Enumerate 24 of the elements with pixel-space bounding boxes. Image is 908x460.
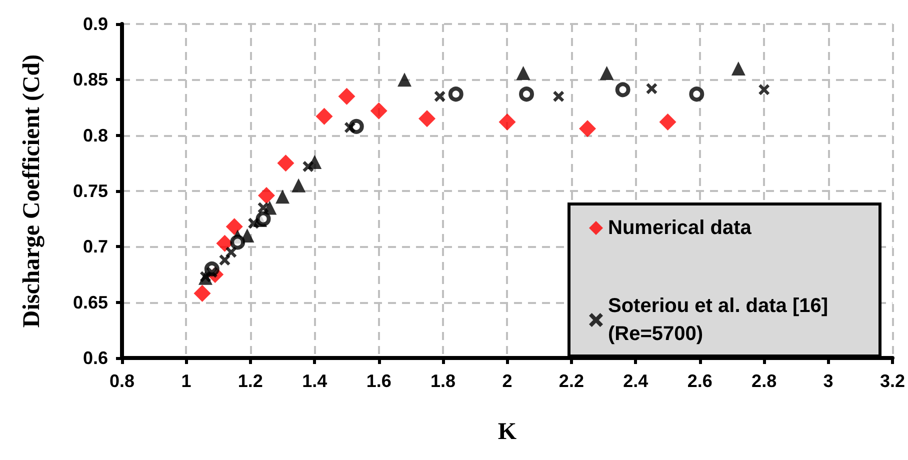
x-tick-label: 1.2: [238, 371, 263, 391]
x-tick-label: 1: [181, 371, 192, 391]
y-tick-label: 0.8: [82, 125, 108, 146]
y-tick-label: 0.9: [82, 14, 108, 34]
x-tick-label: 2.8: [752, 371, 777, 391]
y-axis-title: Discharge Coefficient (Cd): [19, 54, 45, 328]
x-tick-label: 2.4: [623, 371, 648, 391]
x-tick-label: 2.2: [558, 371, 584, 391]
y-tick-label: 0.75: [72, 181, 108, 201]
x-tick-label: 2: [502, 371, 512, 391]
x-tick-label: 2.6: [687, 371, 712, 391]
legend-label: Numerical data: [608, 217, 752, 239]
y-tick-label: 0.6: [82, 348, 108, 368]
y-tick-label: 0.85: [72, 70, 108, 90]
x-tick-label: 3: [823, 371, 834, 391]
x-axis-title: K: [498, 419, 517, 445]
x-tick-label: 1.8: [430, 371, 456, 391]
x-tick-label: 0.8: [109, 371, 135, 391]
legend-label: Soteriou et al. data [16] (Re=5700): [608, 295, 834, 345]
y-tick-label: 0.65: [72, 292, 108, 312]
x-tick-label: 3.2: [880, 371, 906, 391]
y-tick-label: 0.7: [82, 236, 108, 257]
x-tick-label: 1.4: [302, 371, 328, 391]
x-tick-label: 1.6: [366, 371, 392, 391]
